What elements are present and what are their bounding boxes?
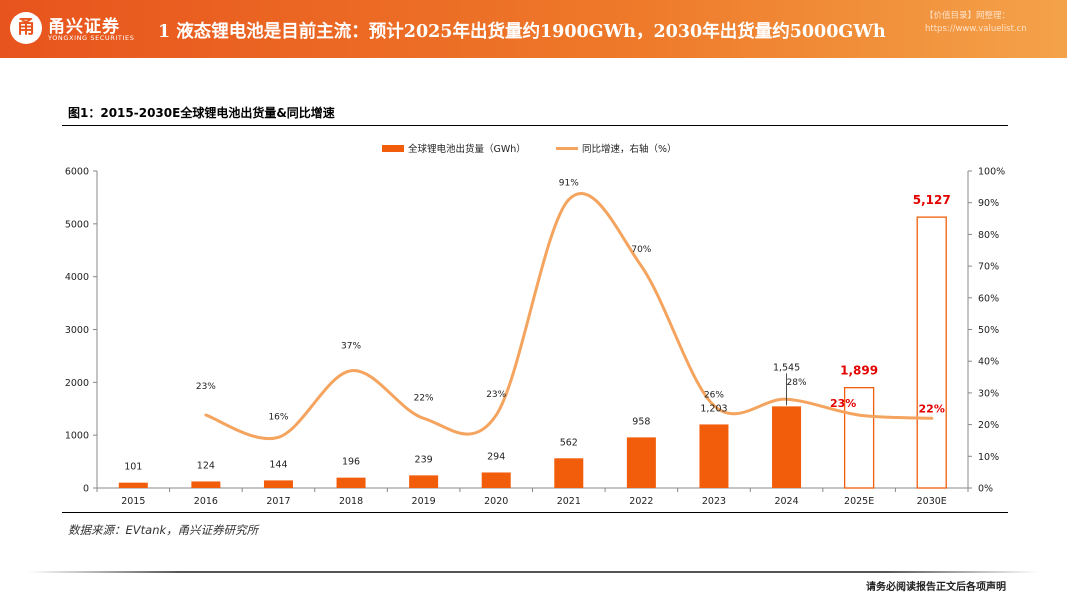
left-y-tick-label: 1000 <box>65 431 89 442</box>
brand-logo: 甬 甬兴证券 YONGXING SECURITIES <box>10 12 150 48</box>
figure-top-rule <box>62 125 1008 126</box>
legend-label-growth: 同比增速，右轴（%） <box>582 143 677 155</box>
right-y-tick-label: 40% <box>978 357 999 368</box>
right-y-tick-label: 100% <box>978 167 1005 178</box>
bar-value-label: 124 <box>197 460 215 471</box>
logo-mark-icon: 甬 <box>10 12 42 44</box>
x-tick-label: 2018 <box>339 496 363 507</box>
shipment-bar <box>118 482 148 488</box>
logo-name: 甬兴证券 <box>48 17 120 37</box>
right-y-tick-label: 50% <box>978 325 999 336</box>
growth-value-label: 22% <box>414 393 434 403</box>
growth-value-label: 23% <box>196 382 216 392</box>
bar-value-label: 196 <box>342 457 360 468</box>
growth-value-label: 23% <box>486 390 506 400</box>
logo-english-name: YONGXING SECURITIES <box>48 34 135 42</box>
x-tick-label: 2017 <box>266 496 290 507</box>
footer-rule <box>28 571 1038 573</box>
right-y-tick-label: 80% <box>978 230 999 241</box>
watermark: 【价值目录】网整理： https://www.valuelist.cn <box>925 10 1027 36</box>
x-tick-label: 2015 <box>121 496 145 507</box>
watermark-line-1: 【价值目录】网整理： <box>925 11 1011 21</box>
shipment-bar <box>772 406 802 488</box>
left-y-tick-label: 2000 <box>65 378 89 389</box>
shipment-bar <box>263 480 293 488</box>
growth-value-label: 23% <box>830 397 856 410</box>
growth-value-label: 28% <box>787 378 807 388</box>
right-y-tick-label: 60% <box>978 293 999 304</box>
bar-value-label: 239 <box>415 454 433 465</box>
left-y-tick-label: 6000 <box>65 167 89 178</box>
right-y-tick-label: 70% <box>978 262 999 273</box>
legend-swatch-shipment <box>382 145 404 152</box>
shipment-bar <box>699 424 729 488</box>
slide-title: 1 液态锂电池是目前主流：预计2025年出货量约1900GWh，2030年出货量… <box>158 22 886 42</box>
bar-value-label: 958 <box>632 416 650 427</box>
x-tick-label: 2021 <box>557 496 581 507</box>
shipment-bar <box>336 477 366 488</box>
bar-value-label: 1,899 <box>840 364 878 378</box>
bar-value-label: 1,545 <box>773 362 800 373</box>
right-y-tick-label: 90% <box>978 198 999 209</box>
shipment-bar <box>191 481 221 488</box>
shipment-bar <box>626 437 656 488</box>
x-tick-label: 2023 <box>702 496 726 507</box>
x-tick-label: 2030E <box>917 496 947 507</box>
figure-title: 图1：2015-2030E全球锂电池出货量&同比增速 <box>68 106 335 120</box>
right-y-tick-label: 20% <box>978 420 999 431</box>
shipment-bar <box>916 216 947 489</box>
left-y-tick-label: 3000 <box>65 325 89 336</box>
shipment-bar <box>843 387 875 489</box>
bar-value-label: 562 <box>560 437 578 448</box>
growth-value-label: 91% <box>559 179 579 189</box>
growth-value-label: 16% <box>268 412 288 422</box>
shipment-bar <box>409 475 439 488</box>
disclaimer-note: 请务必阅读报告正文后各项声明 <box>866 582 1006 593</box>
growth-value-label: 22% <box>919 402 945 415</box>
left-y-tick-label: 5000 <box>65 219 89 230</box>
left-y-tick-label: 0 <box>83 484 89 495</box>
bar-value-label: 101 <box>124 462 142 473</box>
legend-label-shipment: 全球锂电池出货量（GWh） <box>408 143 526 155</box>
x-tick-label: 2020 <box>484 496 508 507</box>
bar-value-label: 5,127 <box>913 193 951 207</box>
watermark-line-2: https://www.valuelist.cn <box>925 24 1027 34</box>
growth-rate-line <box>204 191 934 441</box>
x-tick-label: 2025E <box>844 496 874 507</box>
growth-value-label: 37% <box>341 342 361 352</box>
right-y-tick-label: 0% <box>978 484 993 495</box>
left-y-tick-label: 4000 <box>65 272 89 283</box>
bar-value-label: 1,203 <box>700 403 727 414</box>
bar-value-label: 144 <box>269 459 287 470</box>
x-tick-label: 2022 <box>629 496 653 507</box>
x-tick-label: 2016 <box>194 496 218 507</box>
growth-value-label: 26% <box>704 391 724 401</box>
right-y-tick-label: 30% <box>978 388 999 399</box>
right-y-tick-label: 10% <box>978 452 999 463</box>
shipment-bar <box>481 472 511 488</box>
growth-value-label: 70% <box>631 245 651 255</box>
header-banner: 甬 甬兴证券 YONGXING SECURITIES 1 液态锂电池是目前主流：… <box>0 0 1067 58</box>
x-tick-label: 2024 <box>774 496 798 507</box>
bar-value-label: 294 <box>487 451 505 462</box>
shipment-bar <box>554 458 584 488</box>
figure-bottom-rule <box>62 512 1008 513</box>
x-tick-label: 2019 <box>412 496 436 507</box>
data-source: 数据来源：EVtank，甬兴证券研究所 <box>68 523 259 537</box>
